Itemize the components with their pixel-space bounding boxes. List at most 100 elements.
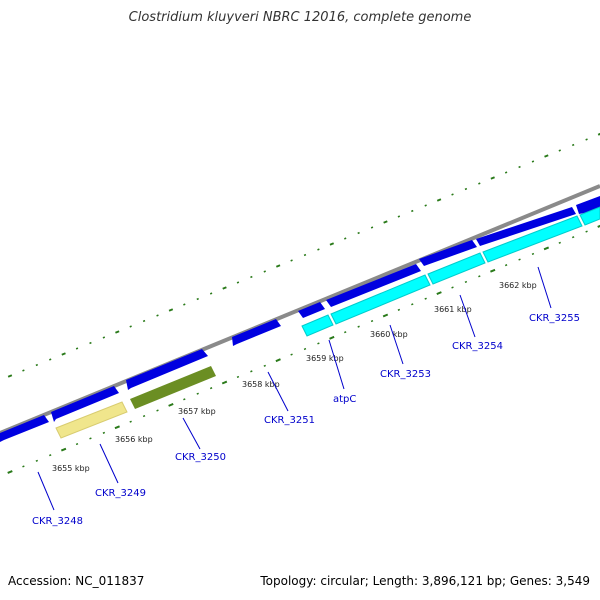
tick-mark — [236, 375, 240, 379]
tick-mark — [142, 319, 146, 323]
leader-ckr-3254 — [459, 294, 476, 338]
tick-label: 3656 kbp — [115, 435, 153, 444]
inner-strand-genes — [55, 206, 600, 439]
gene-ckr-3248[interactable] — [0, 415, 49, 442]
gene-label-ckr-3250[interactable]: CKR_3250 — [175, 452, 226, 463]
gene-label-ckr-3251[interactable]: CKR_3251 — [264, 415, 315, 426]
tick-mark — [196, 392, 199, 395]
tick-mark — [209, 292, 213, 295]
tick-mark — [263, 364, 266, 367]
gene-atpc-upstream[interactable] — [298, 302, 325, 318]
leader-ckr-3250 — [182, 417, 201, 450]
gene-label-atpc[interactable]: atpC — [333, 394, 356, 405]
tick-mark — [344, 331, 347, 334]
tick-mark — [35, 459, 39, 462]
gene-next-band[interactable] — [579, 206, 600, 226]
tick-mark — [156, 409, 159, 412]
gene-ckr-3253-upstream[interactable] — [326, 264, 421, 307]
gene-ckr-3250-band[interactable] — [130, 366, 216, 409]
accession-label: Accession: NC_011837 — [8, 574, 145, 588]
tick-mark — [411, 303, 414, 306]
tick-mark — [357, 325, 360, 328]
tick-mark — [114, 425, 120, 430]
tick-mark — [236, 281, 240, 284]
gene-labels: CKR_3248 CKR_3249 CKR_3250 CKR_3251 atpC… — [32, 313, 580, 527]
tick-mark — [571, 143, 575, 147]
tick-mark — [544, 154, 549, 158]
tick-mark — [263, 270, 266, 273]
tick-mark — [129, 325, 132, 328]
tick-mark — [183, 303, 186, 306]
tick-mark — [275, 358, 281, 363]
leader-ckr-3253 — [389, 324, 404, 365]
tick-mark — [35, 363, 39, 367]
gene-ckr-3254-band[interactable] — [427, 252, 486, 285]
tick-mark — [397, 308, 401, 311]
tick-mark — [585, 138, 588, 141]
tick-mark — [424, 297, 427, 300]
gene-ckr-3253-band[interactable] — [330, 274, 431, 325]
tick-mark — [478, 275, 481, 278]
tick-mark — [183, 398, 186, 401]
gene-ckr-3251[interactable] — [232, 319, 281, 346]
forward-strand-genes — [0, 196, 600, 442]
tick-label: 3660 kbp — [370, 330, 408, 339]
tick-mark — [424, 204, 427, 207]
tick-mark — [531, 160, 535, 163]
tick-mark — [7, 470, 13, 474]
tick-mark — [102, 336, 106, 339]
tick-mark — [464, 280, 468, 283]
gene-leader-lines — [37, 266, 552, 511]
tick-mark — [22, 369, 25, 372]
tick-mark — [357, 231, 360, 235]
tick-mark — [290, 353, 293, 356]
genome-summary: Topology: circular; Length: 3,896,121 bp… — [260, 574, 590, 588]
tick-mark — [558, 241, 561, 244]
tick-mark — [102, 431, 106, 434]
leader-atpc — [328, 339, 345, 390]
tick-label: 3657 kbp — [178, 407, 216, 416]
gene-label-ckr-3249[interactable]: CKR_3249 — [95, 488, 146, 499]
tick-mark — [209, 387, 213, 390]
tick-mark — [317, 248, 320, 251]
gene-ckr-3254-upstream[interactable] — [419, 240, 477, 266]
leader-ckr-3249 — [99, 443, 119, 484]
tick-mark — [436, 198, 442, 202]
gene-ckr-3255-band[interactable] — [482, 215, 583, 263]
gene-ckr-3250-upstream[interactable] — [126, 349, 208, 390]
gene-ckr-3255-upstream[interactable] — [476, 207, 576, 246]
tick-mark — [543, 246, 550, 251]
gene-atpc-band[interactable] — [301, 314, 334, 337]
tick-mark — [250, 370, 253, 373]
tick-mark — [60, 447, 67, 452]
tick-mark — [382, 313, 389, 318]
tick-mark — [597, 224, 600, 228]
outer-tick-ring — [7, 132, 600, 378]
gene-ckr-3249[interactable] — [51, 386, 119, 422]
tick-mark — [370, 226, 374, 229]
tick-mark — [49, 454, 52, 457]
tick-mark — [464, 187, 468, 191]
gene-label-ckr-3255[interactable]: CKR_3255 — [529, 313, 580, 324]
tick-mark — [7, 374, 13, 378]
tick-mark — [329, 242, 335, 246]
gene-label-ckr-3254[interactable]: CKR_3254 — [452, 341, 503, 352]
tick-mark — [303, 253, 307, 257]
tick-mark — [290, 259, 293, 262]
tick-mark — [451, 193, 454, 196]
tick-mark — [478, 182, 481, 185]
tick-mark — [89, 341, 92, 345]
leader-ckr-3251 — [267, 371, 289, 412]
tick-mark — [75, 442, 79, 446]
tick-mark — [451, 286, 454, 289]
gene-ckr-3249-band[interactable] — [55, 401, 128, 439]
tick-mark — [518, 258, 521, 261]
tick-mark — [490, 176, 495, 180]
gene-label-ckr-3253[interactable]: CKR_3253 — [380, 369, 431, 380]
tick-mark — [196, 297, 199, 301]
tick-mark — [49, 358, 52, 361]
tick-mark — [129, 420, 132, 423]
tick-mark — [490, 268, 496, 273]
tick-mark — [142, 415, 146, 418]
gene-label-ckr-3248[interactable]: CKR_3248 — [32, 516, 83, 527]
